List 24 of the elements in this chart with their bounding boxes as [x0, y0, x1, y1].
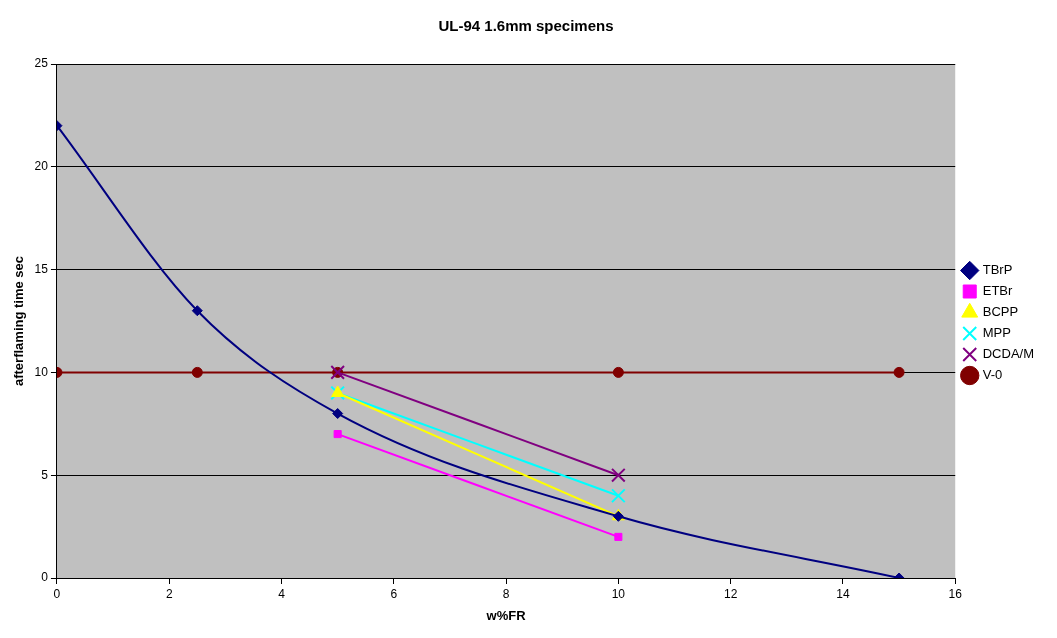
legend-label: BCPP — [982, 304, 1019, 320]
legend-label: ETBr — [982, 283, 1014, 299]
x-tick-label: 0 — [53, 586, 61, 601]
y-tick-label: 20 — [34, 159, 49, 174]
x-tick-label: 8 — [502, 586, 510, 601]
legend-label: MPP — [982, 325, 1011, 341]
y-tick-label: 10 — [34, 364, 49, 379]
y-axis-title: afterflaming time sec — [11, 255, 27, 387]
x-tick-label: 6 — [390, 586, 398, 601]
x-tick-label: 16 — [948, 586, 963, 601]
legend-label: TBrP — [982, 262, 1013, 278]
y-tick-label: 15 — [34, 261, 49, 276]
legend-label: DCDA/M — [982, 346, 1034, 362]
x-tick-label: 10 — [611, 586, 626, 601]
chart-title: UL-94 1.6mm specimens — [438, 17, 614, 35]
x-tick-label: 2 — [165, 586, 173, 601]
x-tick-label: 14 — [836, 586, 850, 601]
legend-label: V-0 — [982, 367, 1003, 383]
x-axis-title: w%FR — [485, 607, 527, 623]
y-tick-label: 25 — [34, 56, 49, 71]
x-tick-label: 4 — [278, 586, 286, 601]
y-tick-label: 5 — [41, 467, 49, 482]
x-tick-label: 12 — [723, 586, 738, 601]
y-tick-label: 0 — [41, 570, 49, 585]
